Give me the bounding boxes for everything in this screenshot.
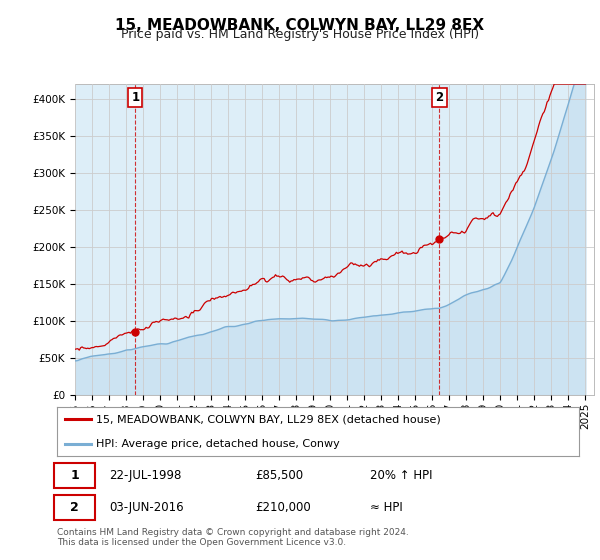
Text: 2: 2 [436,91,443,104]
Text: 15, MEADOWBANK, COLWYN BAY, LL29 8EX: 15, MEADOWBANK, COLWYN BAY, LL29 8EX [115,18,485,33]
Text: 22-JUL-1998: 22-JUL-1998 [109,469,182,482]
Text: 03-JUN-2016: 03-JUN-2016 [109,501,184,514]
FancyBboxPatch shape [55,463,95,488]
Text: 1: 1 [131,91,139,104]
Text: ≈ HPI: ≈ HPI [370,501,403,514]
FancyBboxPatch shape [55,495,95,520]
Text: 15, MEADOWBANK, COLWYN BAY, LL29 8EX (detached house): 15, MEADOWBANK, COLWYN BAY, LL29 8EX (de… [96,414,441,424]
Text: 1: 1 [70,469,79,482]
Text: 20% ↑ HPI: 20% ↑ HPI [370,469,433,482]
Text: £85,500: £85,500 [256,469,304,482]
Text: 2: 2 [70,501,79,514]
Text: £210,000: £210,000 [256,501,311,514]
Text: Contains HM Land Registry data © Crown copyright and database right 2024.
This d: Contains HM Land Registry data © Crown c… [57,528,409,547]
Text: Price paid vs. HM Land Registry's House Price Index (HPI): Price paid vs. HM Land Registry's House … [121,28,479,41]
Text: HPI: Average price, detached house, Conwy: HPI: Average price, detached house, Conw… [96,439,340,449]
